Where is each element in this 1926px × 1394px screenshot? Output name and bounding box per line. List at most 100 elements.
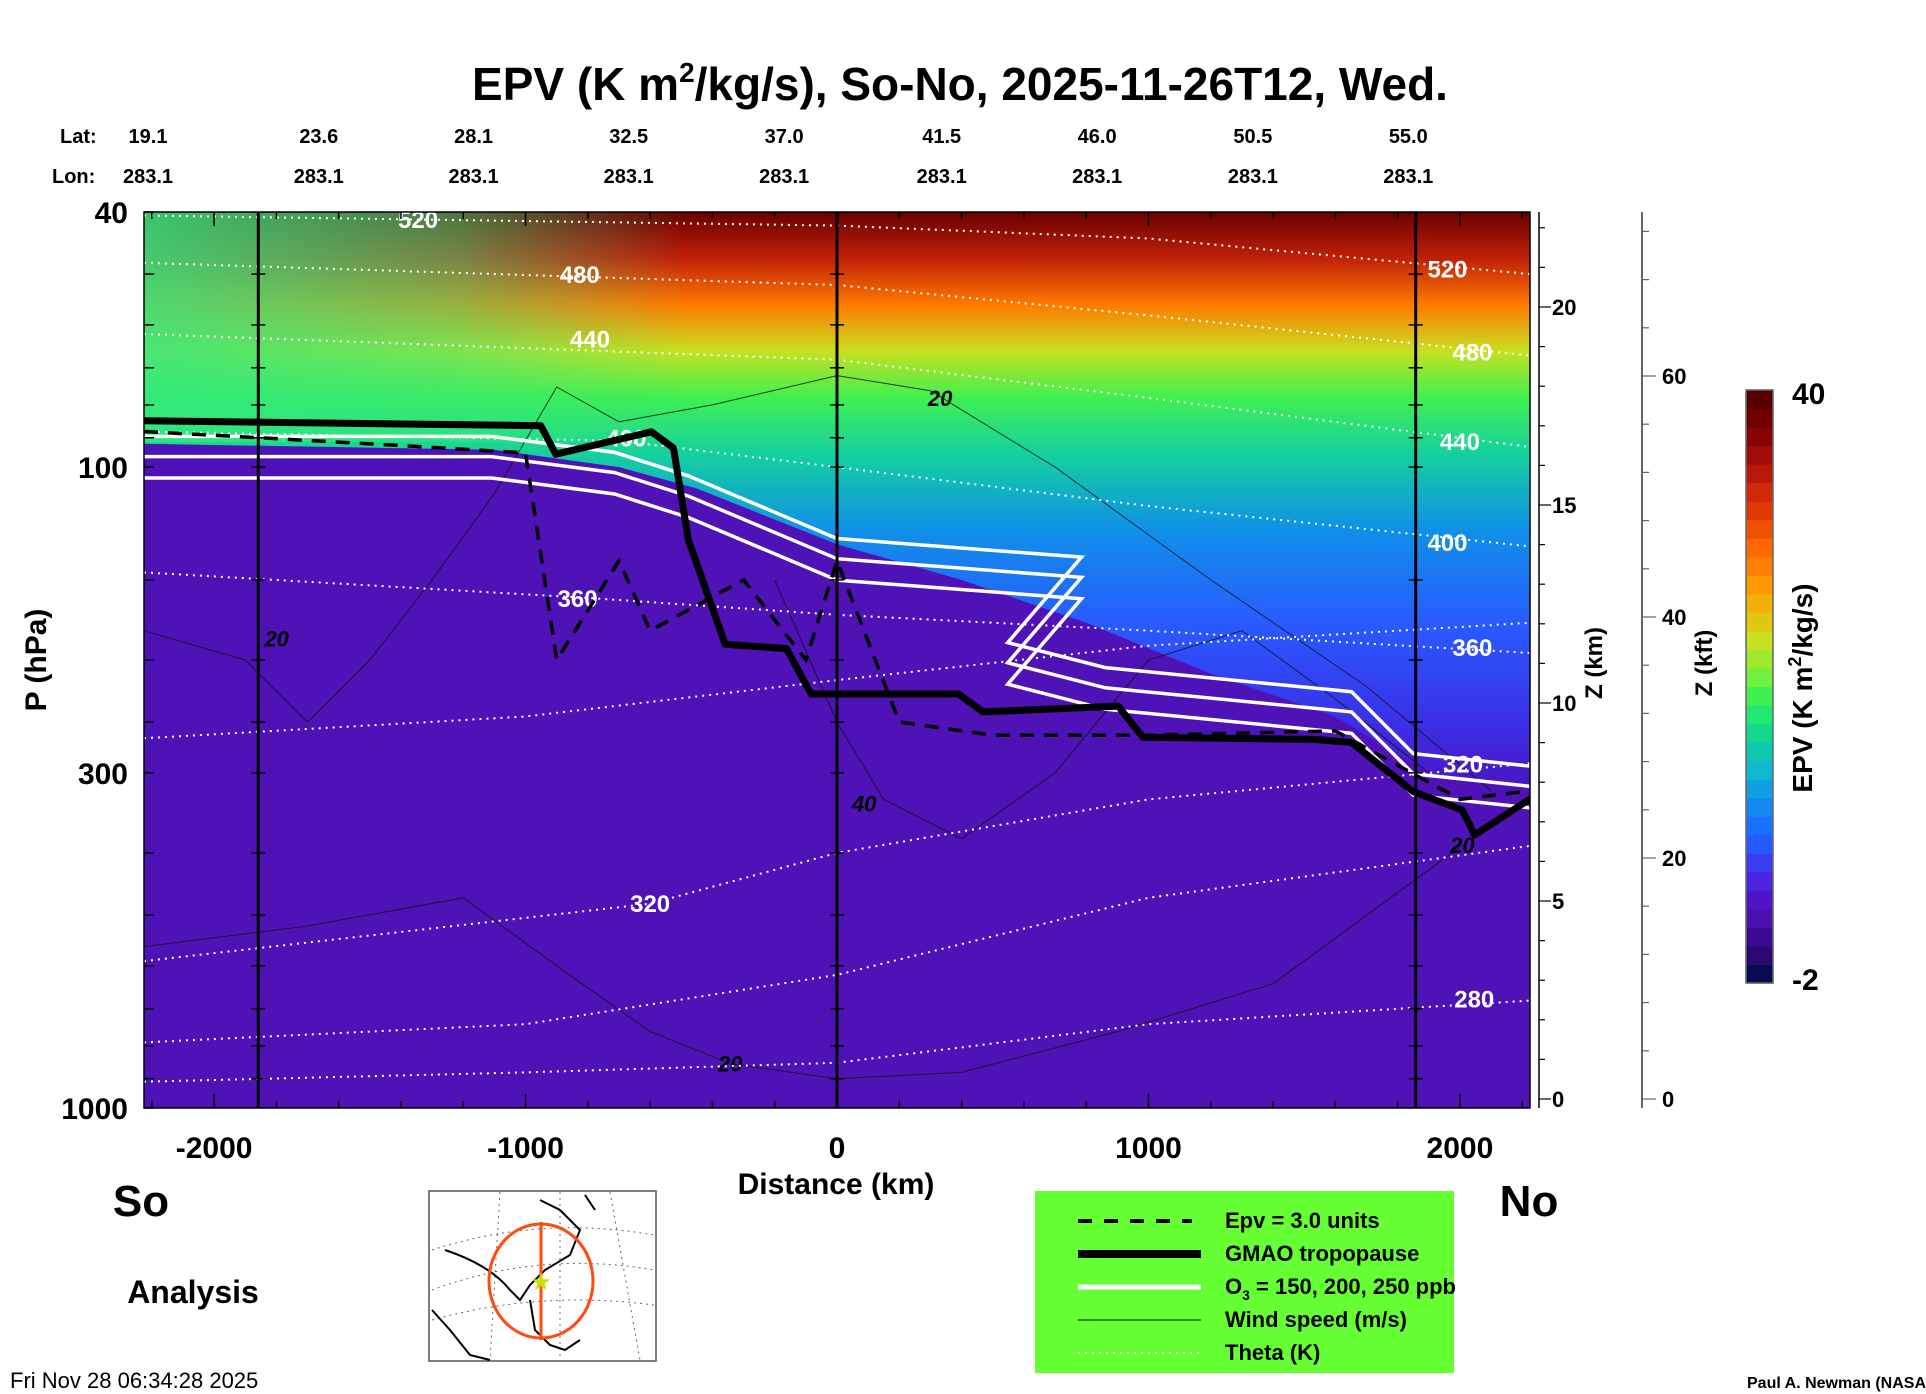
station-lat-label: 23.6 — [299, 126, 338, 148]
theta-contour-label: 280 — [1454, 987, 1494, 1014]
station-lat-label: 32.5 — [609, 126, 648, 148]
x-tick-label: 1000 — [1115, 1132, 1182, 1165]
axis-ticks — [144, 211, 1656, 1109]
station-lat-label: 19.1 — [129, 126, 168, 148]
z-kft-tick-label: 60 — [1662, 364, 1686, 389]
epv-3-contour — [144, 429, 1530, 802]
ozone-contour-line — [144, 476, 1530, 810]
station-lon-label: 283.1 — [1072, 166, 1122, 188]
station-labels: 19.1 283.1 23.6 283.1 28.1 283.1 32.5 283.1 37.0… — [123, 126, 1433, 188]
colorbar-swatch — [1746, 705, 1773, 725]
theta-contour-label: 520 — [1427, 256, 1467, 283]
tropopause-polyline — [144, 417, 1530, 839]
station-lat-label: 50.5 — [1233, 126, 1272, 148]
station-vertical-lines — [251, 212, 1423, 1108]
x-tick-label: -2000 — [176, 1132, 253, 1165]
x-axis-title: Distance (km) — [738, 1168, 935, 1201]
z-km-tick-label: 5 — [1552, 889, 1564, 914]
credit: Paul A. Newman (NASA — [1747, 1375, 1926, 1392]
locator-map: ★ — [428, 1190, 657, 1362]
z-kft-tick-label: 0 — [1662, 1087, 1674, 1112]
colorbar-swatch — [1746, 630, 1773, 650]
y-axis-title: P (hPa) — [20, 609, 53, 712]
colorbar-swatch — [1746, 556, 1773, 576]
station-lon-label: 283.1 — [123, 166, 173, 188]
z-kft-axis-title: Z (kft) — [1691, 630, 1718, 697]
z-km-axis-title: Z (km) — [1581, 627, 1608, 699]
y-tick-label: 40 — [95, 197, 128, 230]
legend-label-tropopause: GMAO tropopause — [1225, 1241, 1419, 1266]
colorbar-title: EPV (K m2/kg/s) — [1785, 583, 1818, 792]
theta-contour-line — [144, 214, 1530, 276]
station-lat-label: 46.0 — [1078, 126, 1117, 148]
colorbar-swatch — [1746, 668, 1773, 688]
map-center-star-icon: ★ — [530, 1269, 552, 1296]
x-tick-label: 2000 — [1427, 1132, 1494, 1165]
wind-contour-label: 20 — [263, 626, 289, 651]
south-label: So — [113, 1177, 169, 1226]
theta-contour-line — [144, 261, 1530, 357]
colorbar-swatch — [1746, 890, 1773, 910]
axis-tick-labels: -2000 -1000 0 1000 2000 40 100 300 1000 0 5 10 15 20 0… — [61, 197, 1686, 1165]
station-lon-label: 283.1 — [1383, 166, 1433, 188]
station-lat-label: 41.5 — [922, 126, 961, 148]
wind-contour-line — [774, 579, 1430, 840]
colorbar-swatch — [1746, 779, 1773, 799]
colorbar-swatch — [1746, 686, 1773, 706]
colorbar-swatch — [1746, 964, 1773, 984]
wind-contour-line — [144, 375, 1492, 792]
colorbar-swatch — [1746, 945, 1773, 965]
legend-label-ozone: O3 = 150, 200, 250 ppb — [1225, 1274, 1456, 1303]
timestamp: Fri Nov 28 06:34:28 2025 — [10, 1368, 258, 1393]
colorbar-swatch — [1746, 575, 1773, 595]
colorbar-swatch — [1746, 927, 1773, 947]
legend-label-epv: Epv = 3.0 units — [1225, 1208, 1380, 1233]
theta-contour-label: 360 — [1452, 635, 1492, 662]
station-lon-label: 283.1 — [449, 166, 499, 188]
z-km-tick-label: 0 — [1552, 1087, 1564, 1112]
legend-label-theta: Theta (K) — [1225, 1340, 1320, 1365]
colorbar-swatch — [1746, 853, 1773, 873]
colorbar-min-label: -2 — [1792, 964, 1819, 997]
colorbar-swatch — [1746, 797, 1773, 817]
z-km-tick-label: 20 — [1552, 295, 1576, 320]
colorbar-swatch — [1746, 519, 1773, 539]
station-lon-label: 283.1 — [1228, 166, 1278, 188]
station-lon-label: 283.1 — [759, 166, 809, 188]
colorbar-swatch — [1746, 445, 1773, 465]
z-kft-tick-label: 20 — [1662, 846, 1686, 871]
analysis-label: Analysis — [127, 1274, 259, 1310]
colorbar-swatch — [1746, 816, 1773, 836]
wind-contour-label: 20 — [1449, 833, 1475, 858]
x-tick-label: 0 — [829, 1132, 846, 1165]
theta-contour-label: 360 — [558, 586, 598, 613]
z-kft-tick-label: 40 — [1662, 605, 1686, 630]
station-lon-label: 283.1 — [604, 166, 654, 188]
theta-contour-label: 520 — [398, 207, 438, 234]
theta-contour-label: 400 — [1427, 530, 1467, 557]
station-lat-label: 28.1 — [454, 126, 493, 148]
theta-contour-label: 440 — [570, 326, 610, 353]
wind-contour-label: 40 — [851, 792, 877, 817]
station-lat-label: 37.0 — [765, 126, 804, 148]
colorbar-swatch — [1746, 464, 1773, 484]
chart-title: EPV (K m2/kg/s), So-No, 2025-11-26T12, W… — [472, 57, 1448, 110]
colorbar-swatch — [1746, 760, 1773, 780]
colorbar-max-label: 40 — [1792, 378, 1825, 411]
y-tick-label: 1000 — [61, 1093, 128, 1126]
y-tick-label: 300 — [78, 758, 128, 791]
colorbar-swatch — [1746, 408, 1773, 428]
ozone-contour-line — [144, 454, 1530, 789]
colorbar-swatch — [1746, 723, 1773, 743]
colorbar-swatch — [1746, 908, 1773, 928]
z-km-tick-label: 15 — [1552, 493, 1576, 518]
theta-contour-label: 320 — [1443, 751, 1483, 778]
theta-contour-label: 440 — [1440, 429, 1480, 456]
colorbar-swatch — [1746, 427, 1773, 447]
colorbar-swatch — [1746, 612, 1773, 632]
epv-contour-line — [144, 429, 1530, 802]
z-km-tick-label: 10 — [1552, 691, 1576, 716]
